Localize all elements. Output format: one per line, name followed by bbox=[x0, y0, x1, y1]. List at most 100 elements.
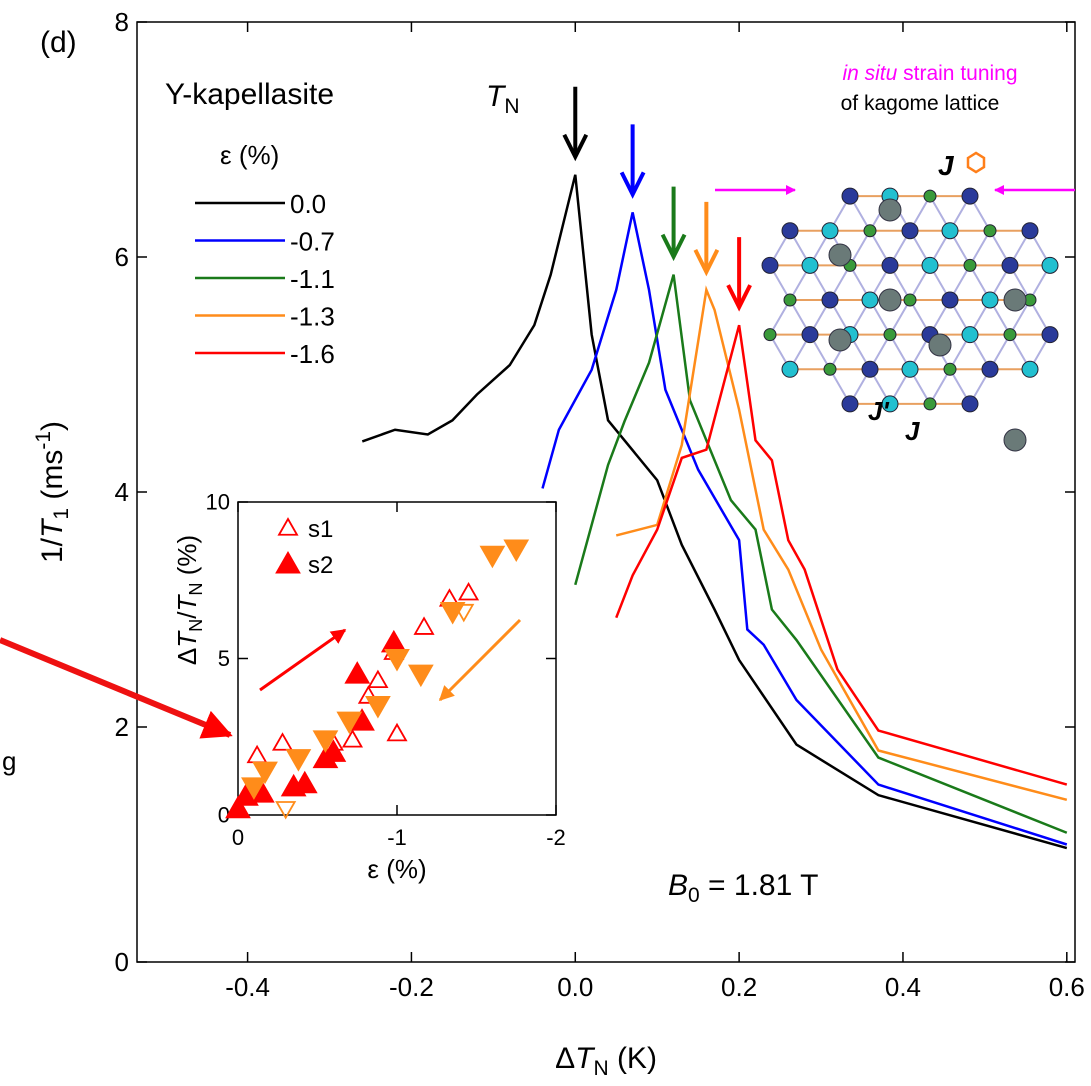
scatter-point bbox=[413, 616, 435, 635]
data-line bbox=[615, 324, 1068, 786]
y-tick-label: 2 bbox=[115, 712, 129, 742]
scatter-point bbox=[453, 603, 475, 623]
lattice-site bbox=[823, 362, 837, 376]
legend-marker bbox=[277, 517, 299, 536]
lattice-site bbox=[1021, 222, 1039, 240]
lattice-site bbox=[961, 187, 979, 205]
coupling-label: J' bbox=[868, 396, 889, 426]
main-plot: -0.4 -0.2 0.0 0.2 0.4 0.6 0 2 4 6 8 0.0 -0.7 -1.1 -1.3… bbox=[115, 7, 1085, 1002]
lattice-site bbox=[863, 224, 877, 238]
lattice-site bbox=[1021, 360, 1039, 378]
scatter-point bbox=[367, 669, 389, 689]
coupling-label: J bbox=[905, 416, 920, 446]
lattice-site bbox=[941, 291, 959, 309]
lattice-site bbox=[981, 291, 999, 309]
lattice-bond bbox=[929, 368, 951, 405]
lattice-ion bbox=[878, 198, 902, 222]
hexagon-icon bbox=[966, 151, 986, 174]
peak-arrow-head bbox=[660, 233, 687, 262]
lattice-site bbox=[801, 256, 819, 274]
lattice-ion bbox=[928, 333, 952, 357]
legend-label: -1.1 bbox=[290, 264, 335, 294]
lattice-site bbox=[923, 189, 937, 203]
legend-label: s1 bbox=[308, 516, 333, 543]
scatter-point bbox=[271, 732, 294, 751]
lattice-site bbox=[881, 256, 899, 274]
data-line bbox=[361, 174, 1068, 850]
x-tick-label: -0.4 bbox=[225, 972, 270, 1002]
x-axis-label: ΔTN (K) bbox=[555, 1042, 657, 1080]
scatter-point bbox=[384, 649, 410, 672]
lattice-bond bbox=[1009, 299, 1031, 336]
lattice-site bbox=[781, 360, 799, 378]
figure-caption: in situ strain tuning bbox=[842, 62, 1017, 85]
scatter-point bbox=[479, 545, 506, 569]
legend-marker bbox=[275, 550, 301, 574]
y-tick-label: 10 bbox=[206, 490, 230, 515]
lattice-site bbox=[903, 293, 917, 307]
inset-arrow bbox=[259, 628, 347, 692]
inset-x-axis-label: ε (%) bbox=[367, 854, 426, 884]
legend-label: -0.7 bbox=[290, 227, 335, 257]
fragment-text: g bbox=[2, 746, 16, 776]
peak-arrow-head bbox=[726, 284, 752, 312]
lattice-site bbox=[961, 395, 979, 413]
y-tick-label: 0 bbox=[218, 803, 230, 828]
x-tick-label: 0.6 bbox=[1049, 972, 1085, 1002]
lattice-site bbox=[921, 256, 939, 274]
data-line bbox=[574, 274, 1068, 834]
lattice-ion bbox=[1003, 428, 1027, 452]
lattice-site bbox=[881, 395, 899, 413]
scatter-point bbox=[365, 695, 391, 719]
scatter-point bbox=[241, 777, 267, 800]
lattice-ion bbox=[828, 328, 852, 352]
lattice-site bbox=[941, 222, 959, 240]
y-axis-label: 1/T1 (ms-1) bbox=[32, 421, 73, 563]
y-tick-label: 6 bbox=[115, 242, 129, 272]
lattice-ion bbox=[878, 288, 902, 312]
lattice-site bbox=[861, 360, 879, 378]
lattice-site bbox=[981, 360, 999, 378]
field-label: B0 = 1.81 T bbox=[668, 869, 818, 907]
tn-label: TN bbox=[486, 80, 520, 118]
lattice-site bbox=[943, 362, 957, 376]
lattice-site bbox=[901, 360, 919, 378]
coupling-label: J bbox=[938, 150, 955, 181]
peak-arrow-head bbox=[693, 249, 720, 277]
lattice-bond bbox=[889, 299, 911, 336]
lattice-site bbox=[763, 328, 777, 342]
kagome-figure: in situ strain tuning of kagome lattice … bbox=[715, 62, 1075, 452]
lattice-site bbox=[861, 291, 879, 309]
lattice-site bbox=[961, 326, 979, 344]
scatter-point bbox=[312, 730, 339, 753]
x-tick-label: -1 bbox=[387, 825, 407, 850]
data-line bbox=[615, 285, 1068, 802]
scatter-point bbox=[275, 801, 297, 820]
y-tick-label: 5 bbox=[218, 646, 230, 671]
lattice-site bbox=[983, 224, 997, 238]
lattice-site bbox=[883, 328, 897, 342]
pointer-arrow bbox=[0, 637, 233, 739]
lattice-site bbox=[1003, 328, 1017, 342]
legend-title: Y-kapellasite bbox=[165, 78, 334, 111]
x-tick-label: 0.2 bbox=[721, 972, 757, 1002]
figure-caption: of kagome lattice bbox=[841, 92, 1000, 115]
y-tick-label: 0 bbox=[115, 947, 129, 977]
lattice-site bbox=[841, 187, 859, 205]
lattice-site bbox=[781, 222, 799, 240]
x-tick-label: 0 bbox=[232, 825, 244, 850]
legend-label: -1.3 bbox=[290, 302, 335, 332]
lattice-site bbox=[841, 395, 859, 413]
lattice-site bbox=[821, 222, 839, 240]
panel-label: (d) bbox=[40, 26, 77, 59]
lattice-ion bbox=[1003, 288, 1027, 312]
scatter-point bbox=[341, 729, 364, 748]
lattice-site bbox=[761, 256, 779, 274]
lattice-site bbox=[821, 291, 839, 309]
lattice-site bbox=[1041, 326, 1059, 344]
scatter-point bbox=[291, 770, 318, 794]
scatter-point bbox=[344, 661, 371, 684]
scatter-point bbox=[285, 749, 312, 772]
x-tick-label: 0.4 bbox=[885, 972, 921, 1002]
peak-arrow-head bbox=[562, 133, 589, 162]
